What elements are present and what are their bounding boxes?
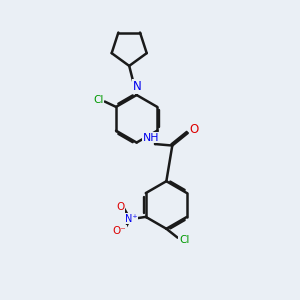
Text: N: N xyxy=(133,80,142,93)
Text: O⁻: O⁻ xyxy=(112,226,126,236)
Text: Cl: Cl xyxy=(93,95,104,105)
Text: O: O xyxy=(190,123,199,136)
Text: Cl: Cl xyxy=(179,235,189,245)
Text: O: O xyxy=(116,202,124,212)
Text: N⁺: N⁺ xyxy=(125,214,137,224)
Text: NH: NH xyxy=(143,133,160,142)
